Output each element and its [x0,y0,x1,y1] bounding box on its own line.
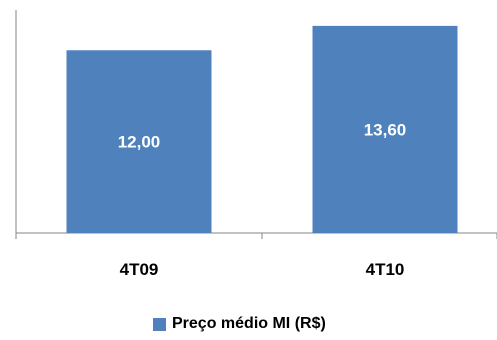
bar-4T10 [312,25,458,234]
data-label-4T10: 13,60 [364,120,407,139]
bar-4T09 [66,50,212,234]
data-label-4T09: 12,00 [118,133,161,152]
x-tick-label-4T09: 4T09 [120,260,159,279]
legend-label: Preço médio MI (R$) [172,315,326,332]
labels-layer: 12,00 4T09 13,60 4T10 [118,120,407,279]
x-tick-label-4T10: 4T10 [366,260,405,279]
legend: Preço médio MI (R$) [153,315,326,333]
bars-layer [66,25,458,234]
legend-swatch [153,317,166,331]
